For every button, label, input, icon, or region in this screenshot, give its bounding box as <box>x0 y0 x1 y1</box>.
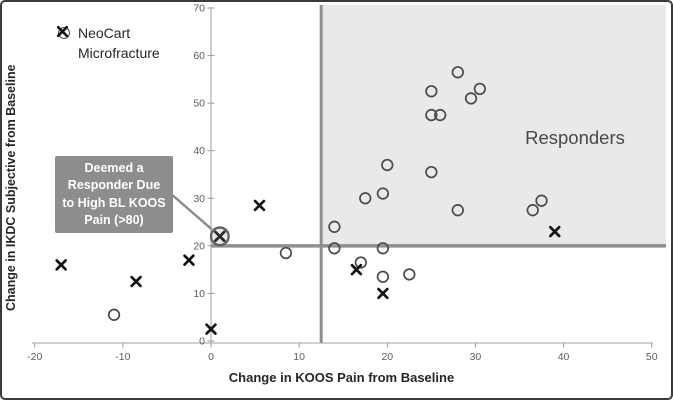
legend-label-neocart: NeoCart <box>78 25 131 41</box>
microfracture-point <box>214 230 226 243</box>
microfracture-point <box>205 323 217 335</box>
neocart-point <box>376 187 390 200</box>
legend-label-microfracture: Microfracture <box>78 45 160 61</box>
x-tick-label: 0 <box>208 351 214 363</box>
neocart-point <box>473 82 486 96</box>
x-axis-title: Change in KOOS Pain from Baseline <box>228 370 455 385</box>
highlighted-point-ring <box>209 226 230 247</box>
annotation-leader-line <box>169 192 213 231</box>
shaded-rect <box>321 5 666 246</box>
neocart-point <box>381 158 394 172</box>
highlight-ring <box>209 226 230 247</box>
neocart-point <box>354 256 367 269</box>
neocart-point <box>107 308 121 321</box>
neocart-point <box>328 220 341 233</box>
neocart-point <box>279 246 293 260</box>
microfracture-point <box>253 199 266 212</box>
x-tick-label: -10 <box>115 351 130 363</box>
legend: NeoCart Microfracture <box>56 25 160 61</box>
neocart-point <box>425 85 438 98</box>
x-tick-label: 10 <box>293 351 305 363</box>
data-points <box>55 66 561 335</box>
legend-item-neocart: NeoCart <box>56 25 160 41</box>
neocart-point <box>403 268 416 281</box>
annotation-line-2: Responder Due <box>67 178 161 192</box>
neocart-point <box>526 204 539 217</box>
annotation-line-3: to High BL KOOS <box>62 195 166 210</box>
neocart-circle-marker-icon <box>56 27 71 39</box>
leader-line <box>169 192 213 231</box>
y-tick-label: 60 <box>193 50 205 62</box>
neocart-point <box>425 108 438 122</box>
y-tick-label: 70 <box>193 3 205 15</box>
neocart-point <box>376 242 390 255</box>
x-tick-label: 40 <box>558 351 570 363</box>
annotation-line-1: Deemed a <box>84 160 144 175</box>
microfracture-point <box>350 263 363 276</box>
x-tick-label: 50 <box>646 351 658 363</box>
y-axis-title: Change in IKDC Subjective from Baseline <box>4 64 18 312</box>
y-tick-label: 0 <box>199 336 205 348</box>
microfracture-point <box>55 259 67 271</box>
neocart-point <box>464 92 478 105</box>
responders-region-label: Responders <box>525 127 625 148</box>
neocart-point <box>425 165 438 179</box>
responder-threshold-lines <box>211 5 666 343</box>
y-tick-label: 50 <box>193 98 205 110</box>
annotation-line-4: Pain (>80) <box>84 213 144 227</box>
microfracture-point <box>549 225 561 238</box>
neocart-point <box>451 204 464 217</box>
neocart-point <box>328 242 341 255</box>
neocart-point <box>376 270 390 283</box>
x-tick-label: -20 <box>27 351 42 363</box>
neocart-point <box>434 108 447 122</box>
y-tick-label: 10 <box>193 288 205 300</box>
annotation-callout: Deemed a Responder Due to High BL KOOS P… <box>55 156 173 233</box>
y-tick-label: 30 <box>193 193 205 205</box>
x-tick-label: 20 <box>381 351 393 363</box>
microfracture-point <box>130 275 142 288</box>
x-tick-label: 30 <box>470 351 482 363</box>
responder-shaded-region <box>321 5 666 246</box>
neocart-point <box>359 192 372 205</box>
legend-item-microfracture: Microfracture <box>56 25 160 61</box>
microfracture-point <box>183 254 195 266</box>
microfracture-point <box>377 287 389 300</box>
neocart-point <box>535 194 548 207</box>
y-tick-label: 20 <box>193 240 205 252</box>
neocart-point <box>451 66 464 79</box>
axes: -20 -10 0 10 20 30 40 50 0 10 20 30 40 50 60 70 <box>27 3 658 363</box>
y-tick-label: 40 <box>193 145 205 157</box>
